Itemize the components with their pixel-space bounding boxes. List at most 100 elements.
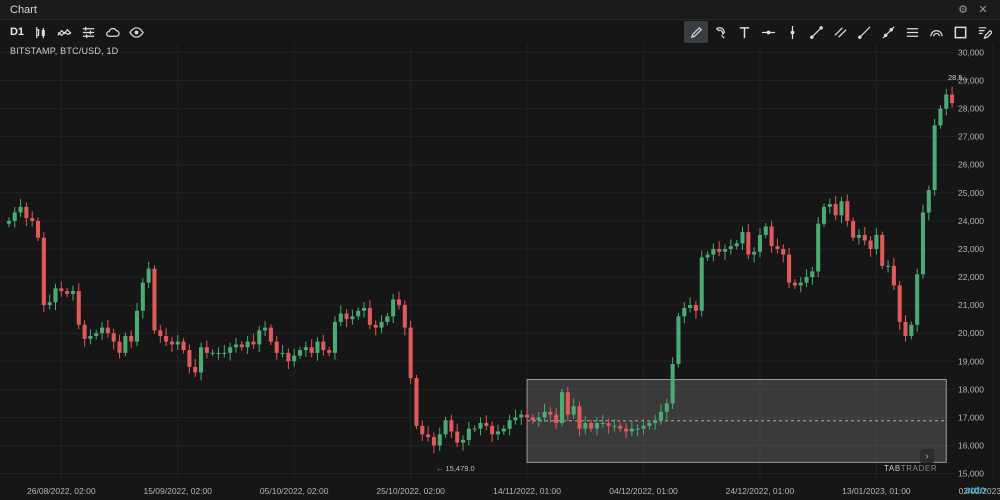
candle-body [391, 299, 396, 317]
y-tick-label: 21,000 [958, 300, 984, 310]
trend-line-icon[interactable] [804, 21, 828, 43]
candle-body [175, 341, 180, 345]
extended-line-icon[interactable] [876, 21, 900, 43]
vertical-line-icon[interactable] [780, 21, 804, 43]
arc-icon[interactable] [924, 21, 948, 43]
candle-body [222, 352, 227, 354]
candle-body [134, 310, 140, 342]
candle-body [117, 341, 122, 353]
low-price-marker: ← 15,479.0 [436, 464, 475, 473]
candle-body [327, 350, 332, 353]
candle-body [449, 420, 454, 432]
candle-body [414, 378, 419, 426]
candle-body [530, 417, 535, 421]
candle-body [257, 330, 262, 345]
candle-body [891, 265, 896, 286]
pencil-icon[interactable] [684, 21, 708, 43]
settings-sliders-icon[interactable] [76, 21, 100, 43]
candlestick-chart[interactable]: 30,000 29,000 28,000 27,000 26,000 25,000 24,0… [0, 44, 1000, 500]
candle-body [350, 316, 355, 320]
candle-body [734, 243, 739, 247]
y-tick-label: 26,000 [958, 160, 984, 170]
candle-body [82, 324, 87, 339]
cloud-icon[interactable] [100, 21, 124, 43]
horizontal-line-icon[interactable] [756, 21, 780, 43]
rectangle-icon[interactable] [948, 21, 972, 43]
candle-body [821, 206, 827, 224]
candle-body [728, 246, 733, 249]
toolbar-right [684, 21, 1000, 43]
auto-scale-button[interactable]: auto [964, 485, 986, 496]
close-icon[interactable]: ✕ [978, 4, 988, 16]
candle-body [909, 324, 914, 336]
candle-body [437, 434, 442, 446]
candle-body [554, 414, 559, 424]
ray-icon[interactable] [852, 21, 876, 43]
y-tick-label: 17,000 [958, 412, 984, 422]
candle-body [216, 352, 221, 354]
candle-body [362, 307, 367, 311]
candle-body [105, 327, 110, 334]
x-tick-label: 13/01/2023, 01:00 [842, 486, 911, 496]
candle-body [920, 212, 926, 275]
tabtrader-logo: TABTRADER [884, 464, 938, 473]
candle-body [856, 234, 861, 238]
indicator-wave-icon[interactable] [52, 21, 76, 43]
candle-body [460, 439, 466, 443]
text-icon[interactable] [732, 21, 756, 43]
candle-body [169, 341, 174, 345]
gear-icon[interactable]: ⚙ [958, 4, 968, 16]
parallel-channel-icon[interactable] [828, 21, 852, 43]
y-tick-label: 28,000 [958, 104, 984, 114]
candle-body [65, 291, 70, 294]
candle-body [100, 327, 105, 334]
candle-body [94, 333, 99, 336]
last-price-label: 28,5... [948, 73, 969, 82]
window-title: Chart [10, 3, 37, 16]
candle-body [426, 434, 431, 438]
candle-body [938, 108, 943, 126]
x-tick-label: 25/10/2022, 02:00 [376, 486, 445, 496]
candle-body [618, 425, 623, 429]
timeframe-selector[interactable]: D1 [9, 26, 25, 38]
edit-list-icon[interactable] [972, 21, 996, 43]
candles-icon[interactable] [28, 21, 52, 43]
candle-body [59, 288, 64, 292]
candle-body [711, 248, 716, 255]
candle-body [583, 423, 588, 429]
candle-body [472, 428, 477, 430]
candle-body [152, 268, 157, 331]
candle-body [682, 307, 687, 317]
candle-body [513, 417, 518, 421]
candle-body [932, 125, 937, 190]
candle-body [228, 347, 233, 353]
chart-area[interactable]: 30,000 29,000 28,000 27,000 26,000 25,000 24,0… [0, 44, 1000, 500]
candle-body [658, 411, 664, 421]
candle-body [763, 226, 768, 235]
candle-body [542, 411, 547, 418]
x-tick-label: 14/11/2022, 01:00 [493, 486, 561, 496]
scroll-right-button[interactable]: › [920, 449, 934, 463]
candle-body [653, 420, 658, 424]
candle-body [536, 417, 541, 421]
x-tick-label: 04/12/2022, 01:00 [609, 486, 678, 496]
eye-icon[interactable] [124, 21, 148, 43]
y-tick-label: 23,000 [958, 244, 984, 254]
candle-body [688, 305, 693, 308]
x-tick-label: 02/02/2023, 01:00 [959, 486, 1000, 496]
candle-body [309, 347, 314, 353]
candle-body [187, 350, 192, 367]
candle-body [495, 431, 501, 435]
candle-body [181, 341, 186, 351]
candle-body [752, 251, 757, 255]
candle-body [559, 392, 565, 424]
y-tick-label: 24,000 [958, 216, 984, 226]
candle-body [525, 414, 530, 418]
candle-body [321, 341, 326, 351]
candle-body [827, 204, 832, 207]
magnet-icon[interactable] [708, 21, 732, 43]
list-lines-icon[interactable] [900, 21, 924, 43]
candle-body [70, 291, 75, 294]
candle-body [787, 254, 792, 283]
candle-body [606, 423, 611, 426]
